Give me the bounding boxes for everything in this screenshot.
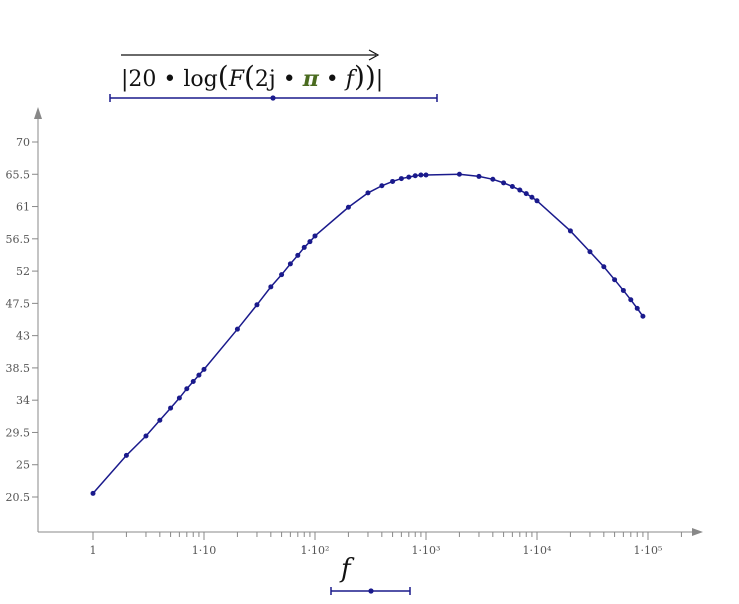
y-tick-label: 38.5 bbox=[6, 362, 31, 375]
data-point bbox=[345, 204, 351, 210]
data-point bbox=[587, 249, 593, 255]
x-expr-bar-handle[interactable] bbox=[368, 588, 374, 594]
expr-pi: π bbox=[302, 66, 320, 92]
data-point bbox=[620, 287, 626, 293]
expr-2j: 2j bbox=[255, 67, 276, 92]
y-tick-label: 52 bbox=[16, 265, 30, 278]
series-layer bbox=[90, 171, 646, 496]
x-tick-label: 1·10² bbox=[301, 544, 330, 557]
data-point bbox=[254, 302, 260, 308]
y-tick-label: 34 bbox=[16, 394, 30, 407]
data-point bbox=[287, 261, 293, 267]
data-point bbox=[418, 172, 424, 178]
x-tick-label: 1·10 bbox=[192, 544, 217, 557]
expr-log: log bbox=[183, 67, 217, 92]
data-point bbox=[640, 313, 646, 319]
data-point bbox=[612, 277, 618, 283]
svg-text:|20 • log(F(2j • π • f))|: |20 • log(F(2j • π • f))| bbox=[121, 60, 383, 93]
expr-F: F bbox=[228, 67, 245, 92]
y-tick-label: 25 bbox=[16, 459, 30, 472]
x-tick-label: 1·10⁴ bbox=[523, 544, 552, 557]
vector-arrow-head bbox=[368, 49, 380, 61]
y-tick-label: 56.5 bbox=[6, 233, 31, 246]
data-point bbox=[634, 305, 640, 311]
y-tick-label: 65.5 bbox=[6, 168, 31, 181]
data-point bbox=[456, 171, 462, 177]
y-tick-label: 29.5 bbox=[6, 426, 31, 439]
y-axis-arrow-icon bbox=[34, 107, 42, 119]
data-point bbox=[398, 176, 404, 182]
axes bbox=[34, 107, 703, 536]
data-point bbox=[307, 239, 313, 245]
x-tick-label: 1·10³ bbox=[412, 544, 441, 557]
expr-coefficient: 20 bbox=[128, 67, 156, 92]
data-point bbox=[529, 194, 535, 200]
data-point bbox=[157, 417, 163, 423]
data-point bbox=[534, 198, 540, 204]
expr-abs-open: | bbox=[121, 67, 128, 92]
data-point bbox=[517, 187, 523, 193]
x-ticks: 1 1·10 1·10² 1·10³ 1·10⁴ 1·10⁵ bbox=[90, 532, 682, 557]
data-point bbox=[628, 297, 634, 303]
data-point bbox=[190, 379, 196, 385]
data-point bbox=[490, 176, 496, 182]
data-point bbox=[234, 326, 240, 332]
y-ticks: 20.5 25 29.5 34 38.5 43 47.5 52 56.5 61 65.5 70 bbox=[6, 136, 38, 504]
data-point bbox=[196, 372, 202, 378]
data-point bbox=[301, 244, 307, 250]
series-line bbox=[92, 173, 644, 494]
data-point bbox=[501, 180, 507, 186]
data-point bbox=[406, 174, 412, 180]
y-tick-label: 47.5 bbox=[6, 297, 31, 310]
expr-dot: • bbox=[156, 67, 183, 92]
data-point bbox=[601, 264, 607, 270]
y-tick-label: 61 bbox=[16, 201, 30, 214]
data-point bbox=[123, 452, 129, 458]
data-point bbox=[176, 395, 182, 401]
data-point bbox=[90, 490, 96, 496]
x-axis-arrow-icon bbox=[692, 528, 703, 536]
data-point bbox=[365, 190, 371, 196]
expr-abs-close: | bbox=[376, 67, 383, 92]
data-point bbox=[412, 173, 418, 179]
data-point bbox=[279, 272, 285, 278]
data-point bbox=[201, 366, 207, 372]
data-point bbox=[423, 172, 429, 178]
data-point bbox=[390, 178, 396, 184]
x-tick-label: 1 bbox=[90, 544, 97, 557]
data-point bbox=[476, 173, 482, 179]
x-variable-label: f bbox=[339, 554, 355, 584]
data-point bbox=[143, 433, 149, 439]
data-point bbox=[168, 405, 174, 411]
y-axis-expression[interactable]: |20 • log(F(2j • π • f))| bbox=[109, 49, 438, 102]
x-tick-label: 1·10⁵ bbox=[634, 544, 663, 557]
data-point bbox=[379, 183, 385, 189]
data-point bbox=[523, 191, 529, 197]
data-point bbox=[184, 386, 190, 392]
data-point bbox=[509, 183, 515, 189]
data-point bbox=[295, 252, 301, 258]
y-tick-label: 43 bbox=[16, 330, 30, 343]
data-point bbox=[268, 284, 274, 290]
x-axis-expression[interactable]: f bbox=[330, 554, 411, 595]
y-tick-label: 70 bbox=[16, 136, 30, 149]
data-point bbox=[312, 233, 318, 239]
y-tick-label: 20.5 bbox=[6, 491, 31, 504]
data-point bbox=[567, 228, 573, 234]
expr-bar-handle[interactable] bbox=[270, 95, 276, 101]
